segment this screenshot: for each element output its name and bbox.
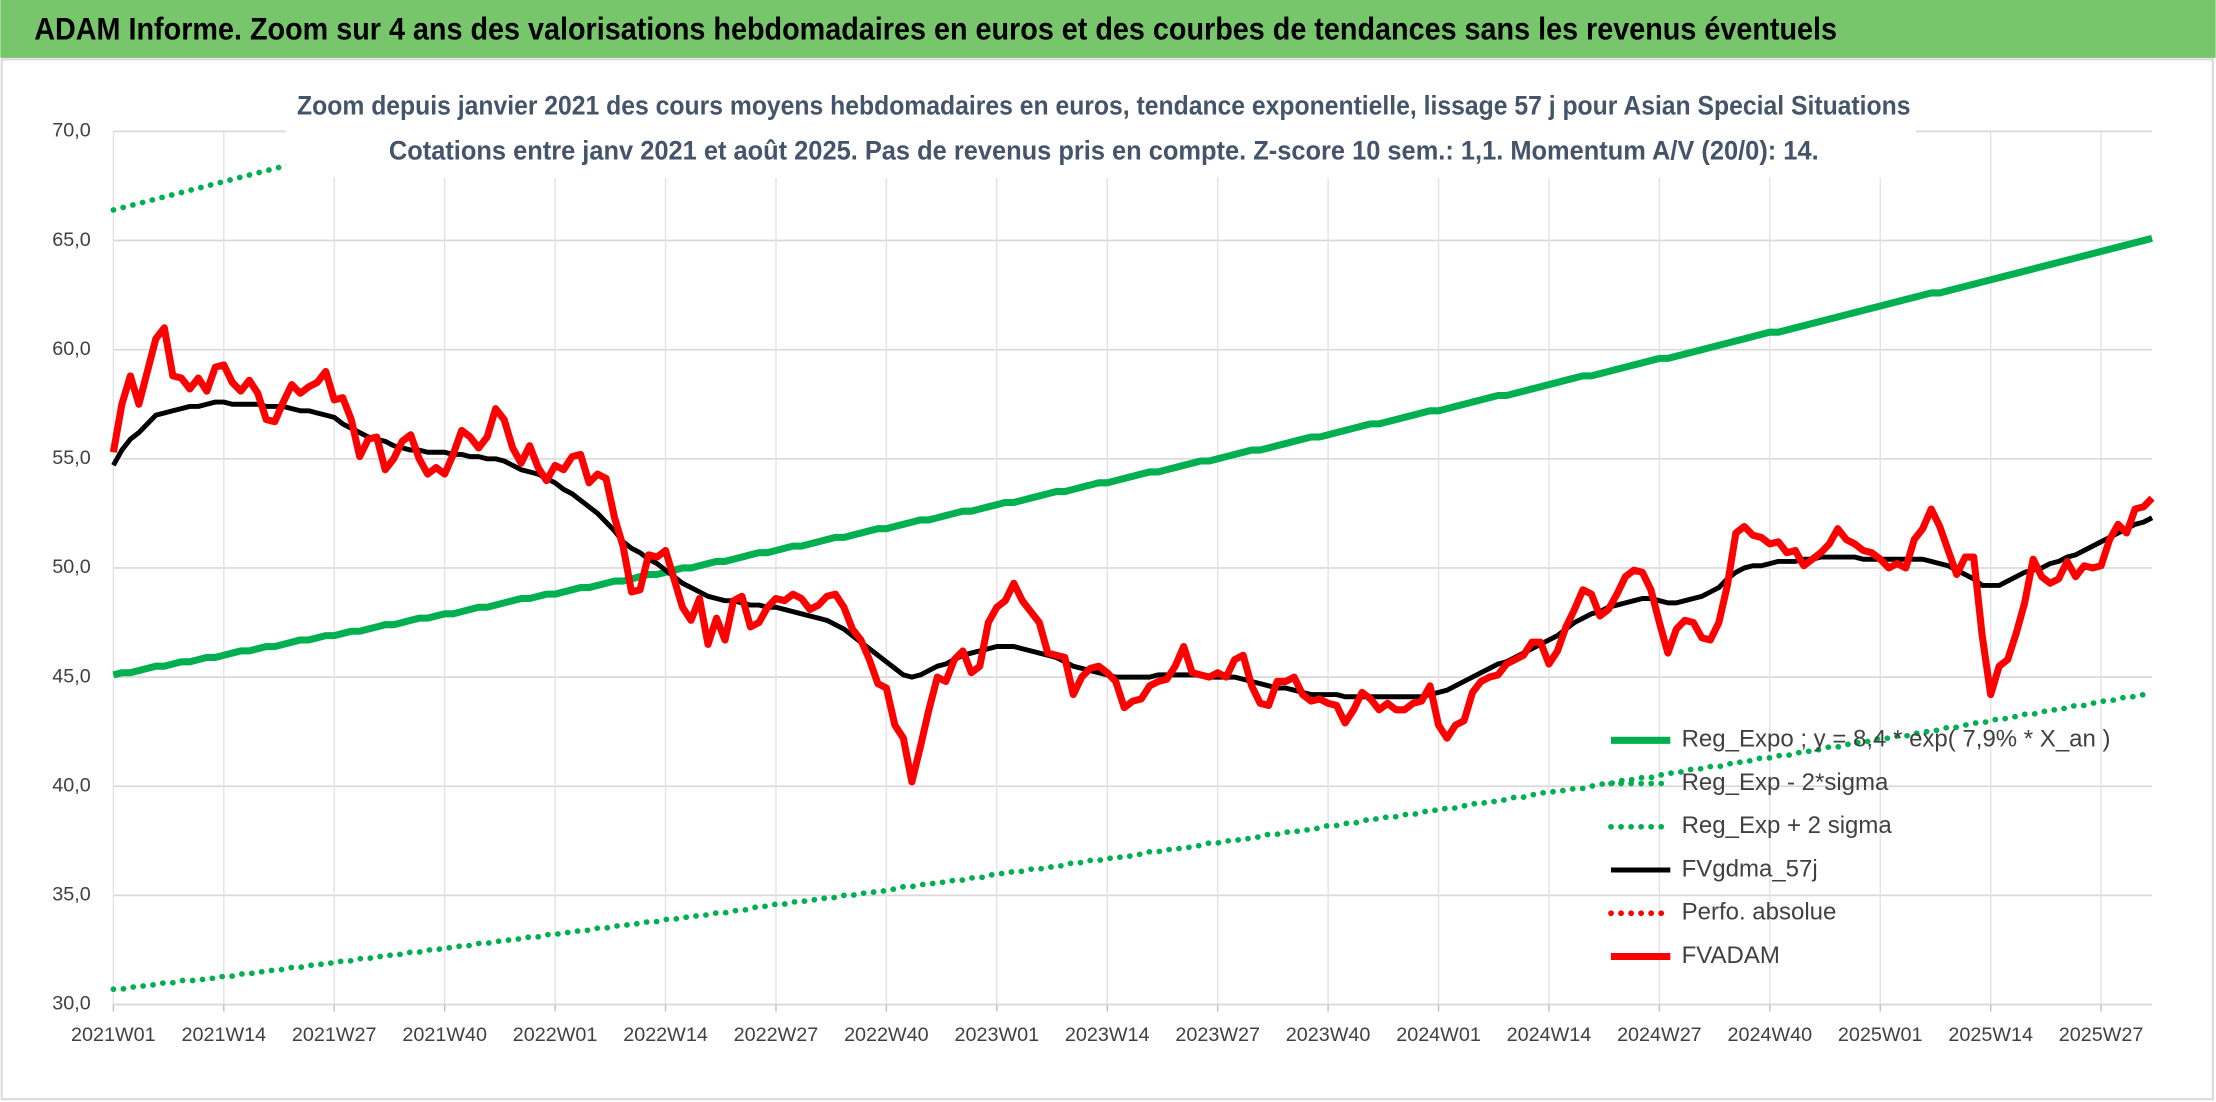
chart-title: Zoom depuis janvier 2021 des cours moyen… [297,90,1910,120]
plot-area [109,128,2155,993]
x-tick-label: 2022W27 [734,1024,819,1046]
series-line [112,234,2153,679]
y-tick-label: 55,0 [52,447,90,469]
x-tick-label: 2023W27 [1175,1024,1260,1046]
legend-label: Reg_Exp - 2*sigma [1682,769,1889,796]
x-tick-label: 2022W01 [513,1024,598,1046]
x-tick-label: 2024W40 [1728,1024,1813,1046]
y-tick-label: 30,0 [52,993,90,1015]
x-tick-label: 2023W01 [954,1024,1039,1046]
x-tick-label: 2021W01 [71,1024,156,1046]
y-tick-label: 45,0 [52,665,90,687]
legend-label: Reg_Exp + 2 sigma [1682,812,1893,839]
title-box [285,81,1917,179]
y-tick-label: 60,0 [52,338,90,360]
header-bar [0,0,2216,58]
y-tick-label: 50,0 [52,556,90,578]
x-tick-label: 2024W27 [1617,1024,1702,1046]
x-tick-label: 2022W40 [844,1024,929,1046]
series-line [110,128,414,213]
y-tick-label: 35,0 [52,884,90,906]
y-tick-label: 70,0 [52,120,90,142]
header-title: ADAM Informe. Zoom sur 4 ans des valoris… [34,11,1837,46]
chart-subtitle: Cotations entre janv 2021 et août 2025. … [389,136,1819,166]
x-tick-label: 2025W14 [1948,1024,2033,1046]
x-tick-label: 2021W14 [181,1024,266,1046]
series-line [109,324,2155,786]
x-tick-label: 2025W01 [1838,1024,1923,1046]
legend-label: FVADAM [1682,942,1780,969]
chart-frame [0,58,2214,1101]
x-tick-label: 2022W14 [623,1024,708,1046]
x-tick-label: 2021W40 [402,1024,487,1046]
x-tick-label: 2023W14 [1065,1024,1150,1046]
x-tick-label: 2024W14 [1507,1024,1592,1046]
x-tick-label: 2021W27 [292,1024,377,1046]
x-tick-label: 2025W27 [2059,1024,2144,1046]
legend-label: Reg_Expo ; y = 8,4 * exp( 7,9% * X_an ) [1682,726,2111,753]
legend-label: FVgdma_57j [1682,855,1818,882]
legend: Reg_Expo ; y = 8,4 * exp( 7,9% * X_an ) R… [1608,726,2111,969]
x-tick-label: 2024W01 [1396,1024,1481,1046]
y-tick-label: 65,0 [52,229,90,251]
legend-label: Perfo. absolue [1682,899,1837,926]
x-tick-label: 2023W40 [1286,1024,1371,1046]
y-tick-label: 40,0 [52,774,90,796]
